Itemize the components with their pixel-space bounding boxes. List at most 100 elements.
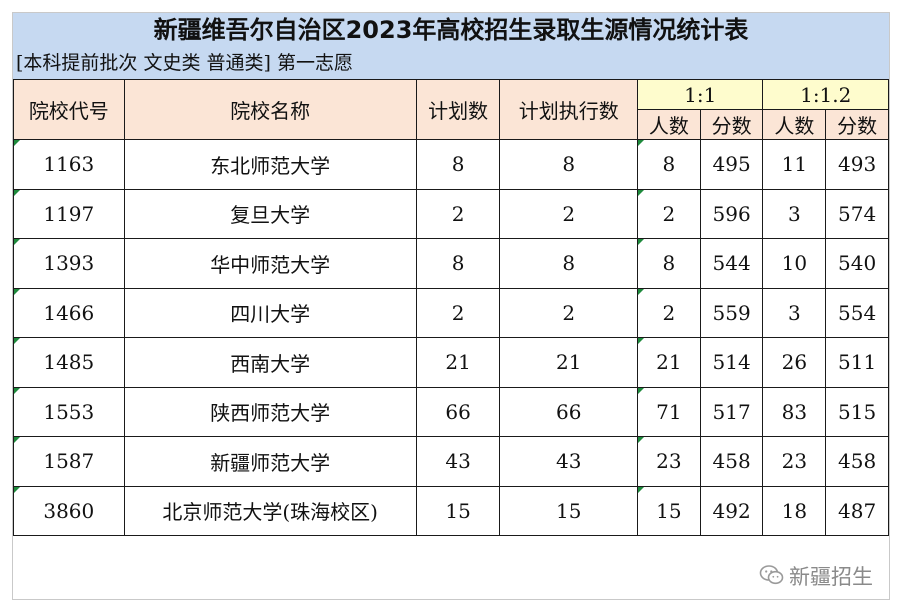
table-row: 1393 华中师范大学 8 8 8 544 10 540 — [13, 238, 889, 289]
cell-plan[interactable]: 43 — [415, 436, 501, 487]
cell-code[interactable]: 1553 — [13, 386, 125, 437]
cell-r12-score[interactable]: 493 — [825, 139, 889, 190]
cell-plan-text: 15 — [445, 498, 471, 523]
cell-marker — [14, 189, 20, 196]
cell-r1-count[interactable]: 15 — [637, 485, 701, 536]
cell-name[interactable]: 西南大学 — [123, 337, 417, 388]
cell-code[interactable]: 1587 — [13, 436, 125, 487]
cell-plan-exec[interactable]: 21 — [499, 337, 639, 388]
cell-code[interactable]: 1485 — [13, 337, 125, 388]
cell-name[interactable]: 新疆师范大学 — [123, 436, 417, 487]
cell-plan-exec[interactable]: 43 — [499, 436, 639, 487]
cell-code[interactable]: 3860 — [13, 485, 125, 536]
cell-plan[interactable]: 2 — [415, 287, 501, 338]
cell-r1-count[interactable]: 2 — [637, 188, 701, 239]
cell-r12-score[interactable]: 574 — [825, 188, 889, 239]
cell-r12-score[interactable]: 458 — [825, 436, 889, 487]
table-row: 1587 新疆师范大学 43 43 23 458 23 458 — [13, 436, 889, 487]
cell-r1-score-text: 492 — [712, 498, 751, 523]
cell-plan-exec-text: 2 — [562, 201, 576, 226]
cell-marker — [638, 338, 645, 344]
cell-name-text: 华中师范大学 — [210, 252, 331, 277]
cell-r1-count-text: 15 — [656, 498, 682, 523]
cell-r12-count[interactable]: 18 — [762, 485, 827, 536]
cell-r1-score[interactable]: 596 — [699, 188, 764, 239]
admission-table: 院校代号 院校名称 计划数 计划执行数 1:1 1:1.2 人数 分数 人数 分… — [13, 79, 889, 536]
cell-marker — [14, 338, 20, 344]
cell-plan-exec[interactable]: 15 — [499, 485, 639, 536]
cell-r1-score[interactable]: 517 — [699, 386, 764, 437]
cell-plan-exec[interactable]: 8 — [499, 238, 639, 289]
cell-r12-count-text: 83 — [781, 399, 808, 424]
cell-plan[interactable]: 21 — [415, 337, 501, 388]
cell-r1-count[interactable]: 8 — [637, 139, 701, 190]
cell-r1-count-text: 21 — [656, 350, 682, 375]
cell-r1-score[interactable]: 559 — [699, 287, 764, 338]
cell-r12-score-text: 554 — [838, 300, 877, 325]
cell-r12-score[interactable]: 554 — [825, 287, 889, 338]
cell-plan-exec-text: 43 — [556, 449, 582, 474]
cell-code[interactable]: 1466 — [13, 287, 125, 338]
cell-plan-exec[interactable]: 66 — [499, 386, 639, 437]
cell-r1-count[interactable]: 23 — [637, 436, 701, 487]
cell-marker — [14, 387, 20, 394]
cell-r12-score[interactable]: 515 — [825, 386, 889, 437]
cell-code-text: 1587 — [43, 449, 95, 474]
cell-r1-score[interactable]: 492 — [699, 485, 764, 536]
cell-plan[interactable]: 15 — [415, 485, 501, 536]
table-row: 3860 北京师范大学(珠海校区) 15 15 15 492 18 487 — [13, 485, 889, 536]
cell-r1-count-text: 8 — [662, 251, 676, 276]
header-ratio-1: 1:1 — [637, 79, 764, 110]
cell-code-text: 1553 — [43, 399, 95, 424]
cell-plan-exec[interactable]: 2 — [499, 188, 639, 239]
cell-r12-score[interactable]: 487 — [825, 485, 889, 536]
cell-plan[interactable]: 66 — [415, 386, 501, 437]
cell-name[interactable]: 四川大学 — [123, 287, 417, 338]
cell-name[interactable]: 复旦大学 — [123, 188, 417, 239]
cell-name[interactable]: 陕西师范大学 — [123, 386, 417, 437]
cell-name[interactable]: 北京师范大学(珠海校区) — [123, 485, 417, 536]
cell-r1-score[interactable]: 495 — [699, 139, 764, 190]
cell-r12-count[interactable]: 26 — [762, 337, 827, 388]
cell-r1-count[interactable]: 2 — [637, 287, 701, 338]
cell-plan-exec[interactable]: 2 — [499, 287, 639, 338]
title-band — [13, 13, 889, 79]
cell-marker — [638, 486, 645, 493]
cell-r12-count[interactable]: 23 — [762, 436, 827, 487]
cell-code[interactable]: 1197 — [13, 188, 125, 239]
cell-r1-count[interactable]: 71 — [637, 386, 701, 437]
cell-r12-count[interactable]: 3 — [762, 287, 827, 338]
table-row: 1163 东北师范大学 8 8 8 495 11 493 — [13, 139, 889, 190]
cell-r1-count-text: 71 — [656, 399, 682, 424]
cell-plan[interactable]: 8 — [415, 238, 501, 289]
header-r12-count: 人数 — [762, 109, 827, 140]
cell-r12-score[interactable]: 540 — [825, 238, 889, 289]
cell-plan[interactable]: 8 — [415, 139, 501, 190]
cell-plan-exec-text: 15 — [556, 498, 582, 523]
cell-r1-count[interactable]: 8 — [637, 238, 701, 289]
cell-r12-count[interactable]: 10 — [762, 238, 827, 289]
cell-r12-score-text: 574 — [838, 201, 877, 226]
cell-plan-exec-text: 8 — [562, 251, 576, 276]
cell-name-text: 北京师范大学(珠海校区) — [162, 500, 378, 525]
cell-plan[interactable]: 2 — [415, 188, 501, 239]
cell-code[interactable]: 1393 — [13, 238, 125, 289]
cell-r12-score-text: 458 — [838, 449, 877, 474]
watermark: 新疆招生 — [759, 564, 873, 590]
cell-name[interactable]: 华中师范大学 — [123, 238, 417, 289]
cell-r12-count[interactable]: 11 — [762, 139, 827, 190]
cell-r12-count[interactable]: 83 — [762, 386, 827, 437]
cell-marker — [14, 288, 20, 295]
cell-name[interactable]: 东北师范大学 — [123, 139, 417, 190]
header-plan: 计划数 — [415, 79, 501, 140]
cell-r1-score[interactable]: 458 — [699, 436, 764, 487]
cell-r1-score[interactable]: 544 — [699, 238, 764, 289]
cell-marker — [638, 239, 645, 245]
cell-code[interactable]: 1163 — [13, 139, 125, 190]
cell-plan-exec[interactable]: 8 — [499, 139, 639, 190]
cell-r12-score[interactable]: 511 — [825, 337, 889, 388]
cell-r1-score[interactable]: 514 — [699, 337, 764, 388]
cell-r12-count[interactable]: 3 — [762, 188, 827, 239]
cell-plan-exec-text: 8 — [562, 152, 576, 177]
cell-r1-count[interactable]: 21 — [637, 337, 701, 388]
